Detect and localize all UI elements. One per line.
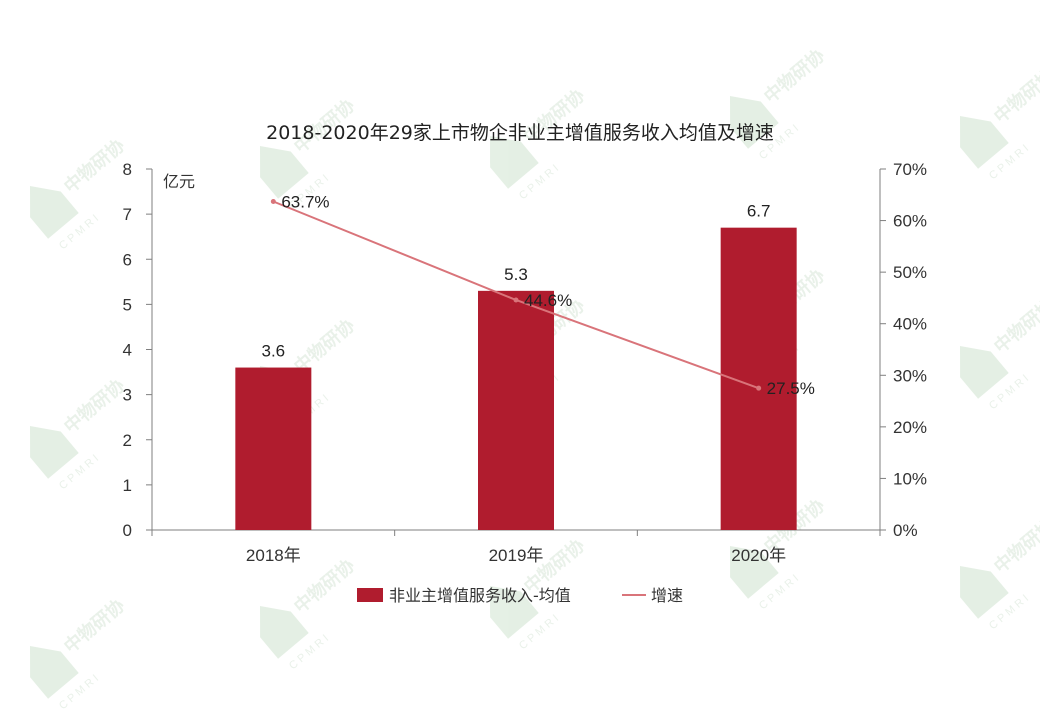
line-data-label: 27.5%: [767, 379, 815, 398]
bar-data-label: 6.7: [747, 202, 771, 221]
y-axis-unit-label: 亿元: [163, 172, 195, 191]
growth-point: [756, 385, 762, 391]
y2-tick-label: 10%: [893, 469, 927, 488]
y2-tick-label: 20%: [893, 418, 927, 437]
y2-tick-label: 0%: [893, 521, 918, 540]
x-tick-label: 2019年: [489, 546, 544, 565]
watermark-house-shape: [959, 346, 1009, 399]
y2-tick-label: 30%: [893, 366, 927, 385]
watermark-house-shape: [489, 586, 539, 639]
y-tick-label: 7: [123, 205, 132, 224]
watermark-text: 中物研协: [990, 65, 1040, 128]
y-tick-label: 6: [123, 250, 132, 269]
bar-data-label: 5.3: [504, 265, 528, 284]
bar-data-label: 3.6: [262, 342, 286, 361]
bar: [235, 367, 312, 530]
watermark-text: 中物研协: [60, 595, 129, 658]
watermark-house-shape: [959, 116, 1009, 169]
y-tick-label: 1: [123, 476, 132, 495]
legend: 非业主增值服务收入-均值 增速: [357, 586, 683, 605]
y2-tick-label: 70%: [893, 160, 927, 179]
line-series: [270, 198, 762, 391]
watermark-house-shape: [259, 146, 309, 199]
y-tick-label: 5: [123, 295, 132, 314]
watermark-text: 中物研协: [60, 375, 129, 438]
legend-bar-label: 非业主增值服务收入-均值: [389, 586, 571, 605]
bar: [478, 290, 554, 530]
y2-tick-label: 60%: [893, 212, 927, 231]
watermark-text: 中物研协: [60, 135, 129, 198]
y-tick-label: 2: [123, 431, 132, 450]
line-data-label: 63.7%: [281, 192, 329, 211]
watermark-house-shape: [29, 426, 79, 479]
watermark-house-shape: [259, 606, 309, 659]
axes: 0 1 2 3 4 5 6 7 8 0% 10% 20% 30% 40% 50% 60% 70% 2018年 201…: [123, 160, 928, 565]
watermark-house-shape: [489, 136, 539, 189]
legend-line-label: 增速: [651, 586, 683, 605]
watermark-house-shape: [729, 96, 779, 149]
bar-series: [235, 227, 797, 530]
legend-bar-swatch: [357, 588, 383, 602]
watermark-text: 中物研协: [990, 515, 1040, 578]
watermark-house-shape: [729, 546, 779, 599]
growth-point: [513, 297, 519, 303]
watermark-house-shape: [29, 186, 79, 239]
watermark-house-shape: [29, 646, 79, 699]
y-tick-label: 0: [123, 521, 132, 540]
x-tick-label: 2020年: [731, 546, 786, 565]
watermark-text: 中物研协: [760, 45, 829, 108]
watermark-house-shape: [959, 566, 1009, 619]
y2-tick-label: 40%: [893, 315, 927, 334]
line-data-label: 44.6%: [524, 291, 572, 310]
data-labels: 3.6 5.3 6.7 63.7% 44.6% 27.5%: [262, 192, 815, 398]
x-tick-label: 2018年: [246, 546, 301, 565]
y-tick-label: 4: [123, 341, 132, 360]
y-tick-label: 8: [123, 160, 132, 179]
y-tick-label: 3: [123, 386, 132, 405]
watermark-text: 中物研协: [990, 295, 1040, 358]
chart-title: 2018-2020年29家上市物企非业主增值服务收入均值及增速: [266, 122, 774, 144]
y2-tick-label: 50%: [893, 263, 927, 282]
growth-point: [270, 198, 276, 204]
